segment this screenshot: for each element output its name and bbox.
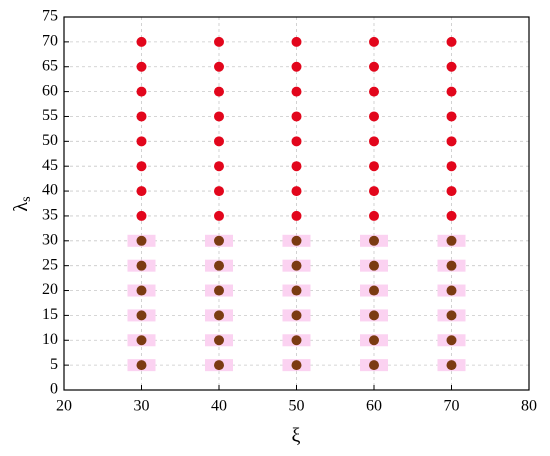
point	[446, 111, 457, 122]
point	[369, 335, 379, 346]
point	[214, 61, 224, 72]
point	[136, 210, 147, 221]
x-axis-label: ξ	[292, 425, 301, 447]
point	[136, 36, 147, 47]
point	[214, 285, 224, 296]
x-tick-label: 60	[366, 398, 382, 415]
point	[214, 235, 224, 246]
y-tick-label: 65	[42, 57, 58, 74]
y-tick-label: 10	[42, 331, 58, 348]
y-tick-label: 70	[42, 33, 58, 50]
x-tick-label: 50	[289, 398, 305, 415]
point	[214, 335, 224, 346]
y-tick-label: 15	[42, 306, 58, 323]
y-axis-label: λs	[10, 196, 35, 211]
point	[136, 136, 147, 147]
point	[291, 36, 302, 47]
point	[214, 260, 224, 271]
x-tick-label: 20	[56, 398, 72, 415]
point	[291, 260, 302, 271]
point	[369, 36, 379, 47]
point	[291, 161, 302, 172]
point	[446, 161, 457, 172]
point	[136, 186, 147, 197]
y-tick-label: 55	[42, 107, 58, 124]
point	[369, 310, 379, 321]
y-tick-label: 40	[42, 182, 58, 199]
point	[136, 310, 147, 321]
point	[136, 335, 147, 346]
y-tick-label: 50	[42, 132, 58, 149]
point	[136, 360, 147, 371]
y-tick-label: 5	[50, 356, 58, 373]
y-axis-label-sub: s	[19, 196, 34, 201]
point	[446, 285, 457, 296]
point	[136, 111, 147, 122]
point	[291, 310, 302, 321]
point	[446, 360, 457, 371]
y-tick-label: 20	[42, 281, 58, 298]
point	[369, 86, 379, 97]
point	[136, 161, 147, 172]
point	[369, 136, 379, 147]
point	[369, 285, 379, 296]
point	[369, 360, 379, 371]
point	[369, 161, 379, 172]
point	[214, 161, 224, 172]
point	[446, 61, 457, 72]
x-tick-label: 80	[521, 398, 537, 415]
point	[446, 235, 457, 246]
point	[136, 61, 147, 72]
point	[136, 235, 147, 246]
y-tick-label: 25	[42, 256, 58, 273]
point	[214, 136, 224, 147]
point	[136, 285, 147, 296]
x-tick-label: 70	[444, 398, 460, 415]
point	[369, 61, 379, 72]
plot-frame	[63, 16, 530, 391]
point	[214, 86, 224, 97]
point	[446, 335, 457, 346]
y-tick-label: 75	[42, 8, 58, 25]
point	[369, 260, 379, 271]
point	[136, 260, 147, 271]
point	[446, 310, 457, 321]
point	[291, 235, 302, 246]
x-tick-label: 40	[211, 398, 227, 415]
point	[446, 86, 457, 97]
point	[369, 111, 379, 122]
point	[291, 210, 302, 221]
point	[214, 36, 224, 47]
point	[291, 61, 302, 72]
point	[291, 285, 302, 296]
point	[214, 360, 224, 371]
point	[291, 86, 302, 97]
y-tick-label: 35	[42, 207, 58, 224]
point	[214, 186, 224, 197]
point	[446, 36, 457, 47]
point	[214, 111, 224, 122]
point	[214, 210, 224, 221]
point	[291, 186, 302, 197]
point	[446, 210, 457, 221]
point	[446, 186, 457, 197]
point	[291, 111, 302, 122]
point	[369, 235, 379, 246]
point	[369, 186, 379, 197]
y-tick-label: 45	[42, 157, 58, 174]
y-tick-label: 60	[42, 82, 58, 99]
y-axis-label-main: λ	[10, 202, 32, 212]
x-tick-label: 30	[134, 398, 150, 415]
point	[136, 86, 147, 97]
point	[214, 310, 224, 321]
y-tick-label: 30	[42, 231, 58, 248]
point	[446, 260, 457, 271]
point	[291, 136, 302, 147]
point	[291, 335, 302, 346]
point	[369, 210, 379, 221]
point	[446, 136, 457, 147]
point	[291, 360, 302, 371]
y-tick-label: 0	[50, 381, 58, 398]
